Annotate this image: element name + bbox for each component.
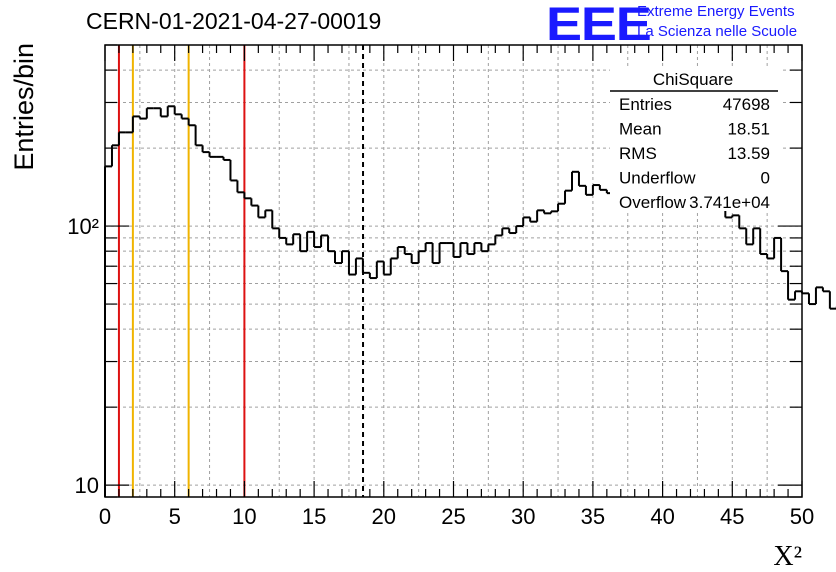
logo-subtitle-line1: Extreme Energy Events	[637, 3, 795, 20]
eee-logo: EEE	[546, 0, 652, 50]
axis-ticks	[104, 44, 803, 498]
x-tick-label: 50	[790, 504, 814, 529]
x-tick-label: 5	[169, 504, 181, 529]
y-tick-label: 10²	[67, 214, 99, 239]
stats-value: 13.59	[727, 144, 770, 163]
y-axis-title: Entries/bin	[9, 43, 39, 171]
stats-value: 18.51	[727, 120, 770, 139]
stats-box-bg	[610, 66, 780, 211]
x-tick-label: 30	[511, 504, 535, 529]
stats-value: 0	[761, 169, 770, 188]
x-tick-label: 0	[99, 504, 111, 529]
stats-title: ChiSquare	[653, 70, 733, 89]
x-tick-label: 15	[302, 504, 326, 529]
x-axis-title: X²	[773, 541, 802, 572]
x-tick-label: 35	[581, 504, 605, 529]
x-tick-label: 25	[441, 504, 465, 529]
stats-label: RMS	[619, 144, 657, 163]
y-tick-label: 10	[75, 473, 99, 498]
x-tick-label: 10	[232, 504, 256, 529]
stats-value: 47698	[723, 95, 770, 114]
x-tick-label: 40	[650, 504, 674, 529]
x-tick-label: 45	[720, 504, 744, 529]
stats-box: ChiSquare Entries 47698 Mean 18.51 RMS 13.59 Un…	[610, 66, 780, 212]
stats-label: Underflow	[619, 169, 696, 188]
x-tick-label: 20	[372, 504, 396, 529]
stats-label: Mean	[619, 120, 662, 139]
run-title: CERN-01-2021-04-27-00019	[86, 8, 382, 34]
stats-value: 3.741e+04	[689, 193, 770, 212]
stats-label: Overflow	[619, 193, 687, 212]
stats-label: Entries	[619, 95, 672, 114]
logo-subtitle-line2: La Scienza nelle Scuole	[637, 23, 798, 40]
